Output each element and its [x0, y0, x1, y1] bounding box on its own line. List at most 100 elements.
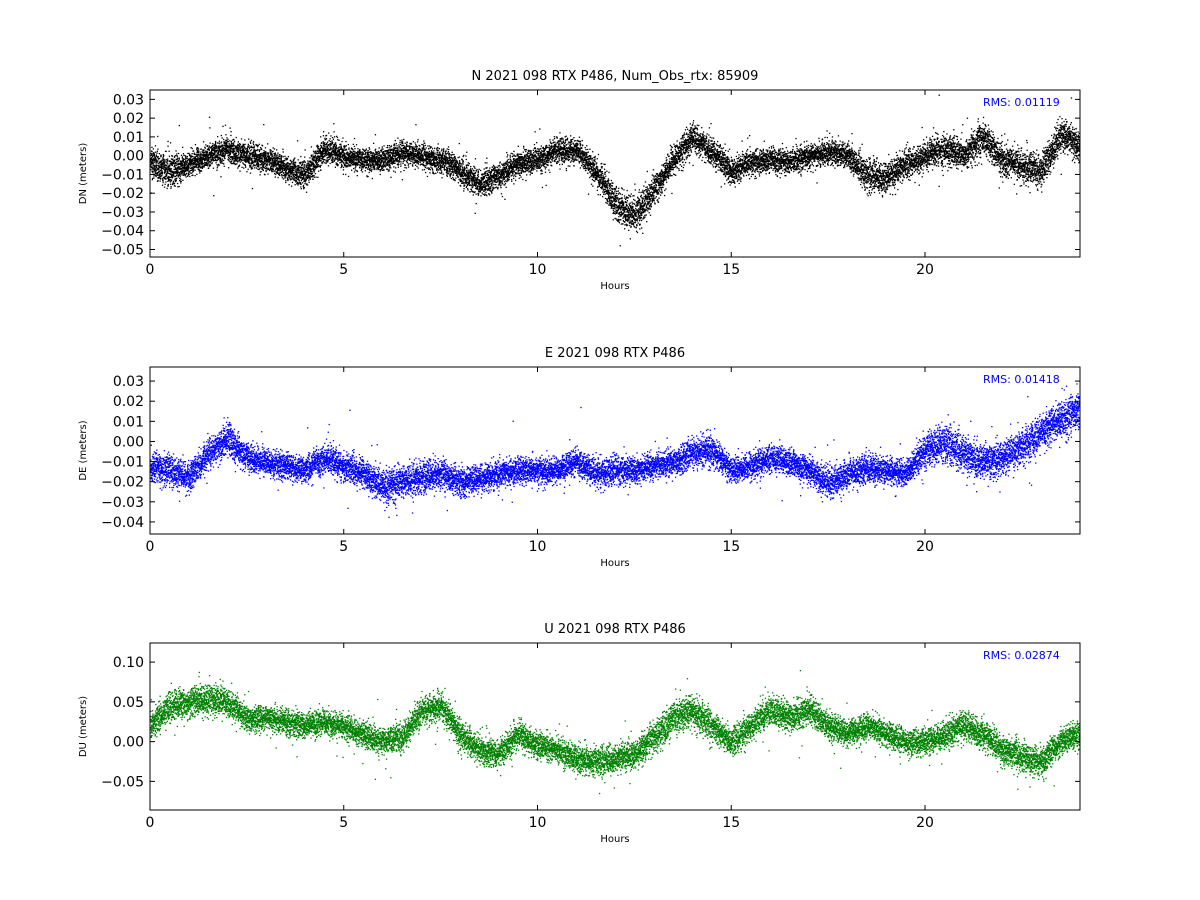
- data-point: [233, 160, 235, 162]
- data-point: [393, 144, 395, 146]
- data-point: [244, 165, 247, 167]
- data-point: [391, 161, 393, 163]
- data-point: [302, 182, 304, 184]
- data-point: [396, 158, 398, 161]
- data-point: [310, 164, 313, 167]
- data-point: [175, 172, 177, 174]
- data-point: [298, 180, 301, 182]
- data-point: [220, 157, 222, 159]
- data-point: [333, 160, 335, 162]
- data-point: [214, 143, 217, 145]
- data-point: [360, 154, 362, 156]
- data-point: [326, 153, 328, 155]
- data-point: [152, 167, 154, 169]
- data-point: [436, 164, 438, 166]
- data-point: [248, 148, 251, 150]
- data-point: [274, 158, 276, 160]
- data-point: [167, 171, 169, 173]
- data-point: [160, 168, 162, 170]
- data-point: [430, 150, 433, 152]
- data-point: [312, 178, 314, 180]
- data-point: [302, 184, 305, 187]
- data-point: [431, 154, 434, 156]
- data-point: [152, 168, 154, 170]
- data-point: [236, 163, 238, 165]
- data-point: [245, 152, 247, 154]
- data-point: [293, 164, 295, 167]
- data-point: [217, 154, 219, 156]
- data-point: [239, 148, 241, 150]
- data-point: [220, 149, 223, 151]
- data-point: [405, 148, 407, 150]
- data-point: [272, 169, 275, 171]
- data-point: [200, 156, 203, 159]
- data-point: [260, 170, 262, 173]
- data-point: [404, 157, 407, 160]
- data-point: [424, 142, 426, 144]
- data-point: [437, 162, 439, 164]
- data-point: [173, 172, 175, 174]
- data-point: [167, 158, 169, 160]
- data-point: [350, 153, 352, 155]
- data-point: [406, 149, 408, 151]
- data-point: [256, 160, 258, 162]
- data-point: [405, 151, 408, 154]
- data-point: [155, 170, 157, 172]
- data-point: [392, 154, 394, 156]
- data-point: [211, 162, 213, 164]
- data-point: [303, 160, 305, 162]
- data-point: [365, 149, 367, 151]
- data-point: [334, 151, 336, 153]
- data-point: [233, 154, 235, 156]
- data-point: [326, 159, 329, 162]
- data-point: [375, 156, 377, 158]
- data-point: [242, 151, 244, 153]
- data-point: [345, 173, 347, 176]
- data-point: [408, 145, 410, 147]
- data-point: [330, 144, 332, 146]
- data-point: [381, 146, 383, 148]
- data-point: [265, 157, 267, 159]
- data-point: [259, 153, 261, 155]
- data-point: [211, 145, 213, 148]
- data-point: [423, 140, 425, 142]
- data-point: [421, 169, 424, 171]
- data-point: [370, 153, 372, 155]
- data-point: [296, 172, 298, 174]
- data-point: [160, 169, 162, 172]
- data-point: [212, 157, 214, 159]
- data-point: [399, 159, 401, 161]
- data-point: [285, 181, 287, 184]
- data-point: [175, 180, 177, 183]
- data-point: [319, 166, 321, 168]
- data-point: [428, 153, 430, 155]
- data-point: [401, 157, 403, 160]
- data-point: [379, 173, 381, 176]
- data-point: [396, 157, 399, 159]
- data-point: [352, 148, 354, 151]
- data-point: [166, 187, 168, 190]
- data-point: [316, 166, 318, 168]
- data-point: [379, 161, 381, 163]
- data-point: [322, 143, 324, 145]
- data-point: [213, 157, 215, 159]
- data-point: [316, 162, 318, 164]
- data-point: [418, 158, 420, 160]
- data-point: [387, 153, 389, 155]
- data-point: [201, 162, 203, 165]
- data-point: [274, 154, 276, 156]
- data-point: [425, 165, 427, 167]
- data-point: [192, 169, 194, 171]
- data-point: [418, 148, 421, 150]
- data-point: [401, 141, 404, 144]
- data-point: [206, 161, 208, 163]
- data-point: [386, 168, 388, 170]
- data-point: [219, 161, 221, 163]
- data-point: [358, 155, 360, 157]
- data-point: [377, 163, 380, 165]
- data-point: [361, 155, 363, 157]
- data-point: [175, 177, 177, 179]
- data-point: [376, 167, 378, 170]
- data-point: [152, 155, 154, 158]
- data-point: [279, 158, 281, 160]
